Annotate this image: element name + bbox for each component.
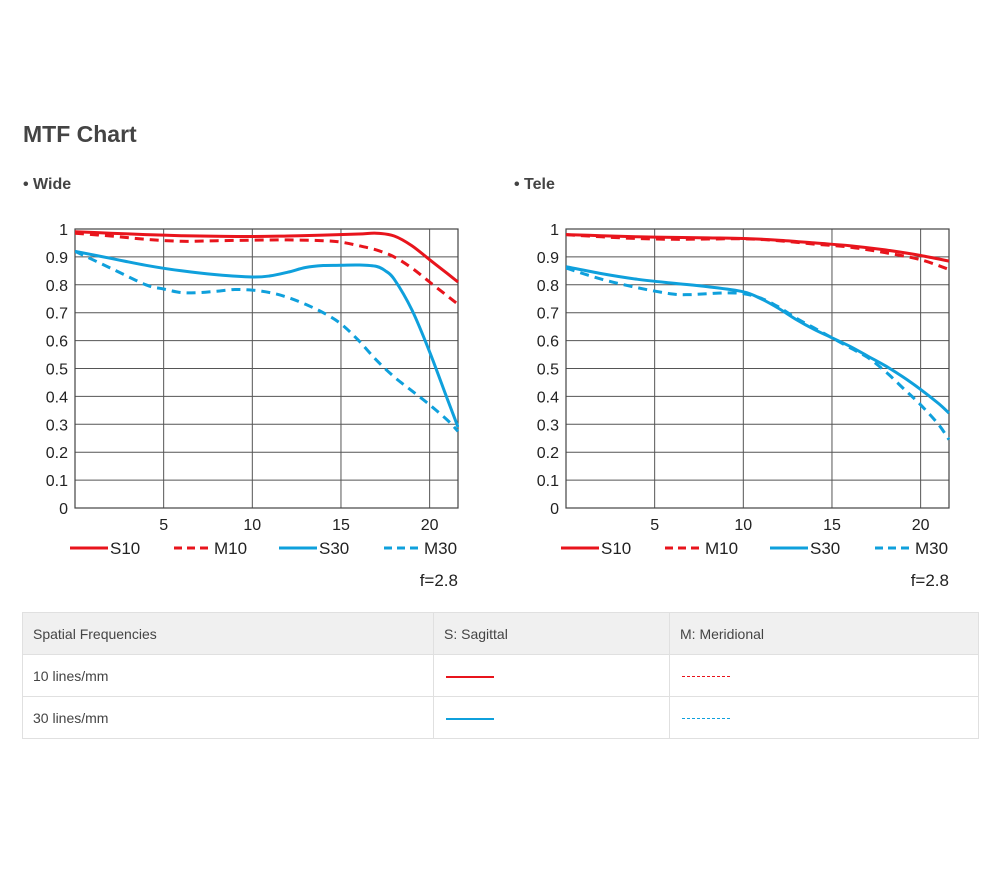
header-meridional: M: Meridional — [669, 612, 979, 655]
tele-x-tick-label: 15 — [823, 517, 841, 534]
wide-series-s30 — [75, 249, 459, 428]
meridional-swatch-cell — [669, 696, 979, 739]
wide-grid — [75, 229, 458, 508]
tele-y-tick-label: 0.7 — [537, 306, 559, 323]
wide-y-tick-label: 0.3 — [46, 417, 68, 434]
meridional-swatch-cell — [669, 654, 979, 697]
row-label: 30 lines/mm — [22, 696, 434, 739]
dashed-line-swatch — [682, 718, 730, 720]
tele-x-tick-label: 20 — [912, 517, 930, 534]
tele-y-tick-label: 0 — [550, 501, 559, 518]
page-title: MTF Chart — [23, 121, 137, 147]
wide-y-tick-label: 0 — [59, 501, 68, 518]
wide-series-s10 — [75, 230, 459, 284]
wide-chart-panel: • Wide 0 0.1 0.2 0.3 0.4 0.5 0.6 0.7 0.8 0.9 1 5 10 1… — [20, 172, 490, 602]
tele-legend-label: M30 — [915, 539, 948, 558]
wide-legend-item-m30: M30 — [384, 539, 457, 558]
wide-aperture-label: f=2.8 — [420, 571, 458, 590]
tele-plot-frame — [565, 228, 950, 509]
wide-y-tick-label: 0.7 — [46, 306, 68, 323]
tele-chart-panel: • Tele 0 0.1 0.2 0.3 0.4 0.5 0.6 0.7 0.8 0.9 1 5 10 1… — [511, 172, 981, 602]
tele-y-tick-label: 0.8 — [537, 278, 559, 295]
table-header-row: Spatial Frequencies S: Sagittal M: Merid… — [22, 612, 979, 655]
table-row: 10 lines/mm — [22, 654, 979, 697]
wide-legend-label: M30 — [424, 539, 457, 558]
wide-y-tick-label: 0.2 — [46, 445, 68, 462]
tele-series-s30 — [566, 265, 950, 415]
solid-line-swatch — [446, 675, 494, 678]
solid-line-swatch — [446, 717, 494, 720]
wide-legend-item-s10: S10 — [70, 539, 140, 558]
tele-legend-item-m30: M30 — [875, 539, 948, 558]
tele-y-tick-label: 0.5 — [537, 362, 559, 379]
row-label: 10 lines/mm — [22, 654, 434, 697]
tele-aperture-label: f=2.8 — [911, 571, 949, 590]
wide-y-tick-label: 0.8 — [46, 278, 68, 295]
wide-y-tick-label: 0.6 — [46, 334, 68, 351]
wide-y-tick-label: 1 — [59, 222, 68, 239]
table-row: 30 lines/mm — [22, 696, 979, 739]
wide-legend-label: S10 — [110, 539, 140, 558]
tele-legend-item-s30: S30 — [770, 539, 840, 558]
wide-chart-title: • Wide — [23, 176, 72, 193]
tele-grid — [566, 229, 949, 508]
tele-y-tick-label: 0.9 — [537, 250, 559, 267]
wide-y-tick-label: 0.4 — [46, 389, 68, 406]
wide-x-tick-label: 15 — [332, 517, 350, 534]
wide-series-m10 — [75, 231, 459, 306]
tele-legend-label: S10 — [601, 539, 631, 558]
wide-y-tick-label: 0.1 — [46, 473, 68, 490]
tele-y-tick-label: 0.2 — [537, 445, 559, 462]
wide-plot-frame — [74, 228, 459, 509]
tele-legend-item-s10: S10 — [561, 539, 631, 558]
tele-y-tick-label: 0.1 — [537, 473, 559, 490]
wide-legend-label: M10 — [214, 539, 247, 558]
sagittal-swatch-cell — [433, 654, 670, 697]
spatial-frequency-legend-table: Spatial Frequencies S: Sagittal M: Merid… — [22, 612, 979, 739]
tele-y-tick-label: 0.3 — [537, 417, 559, 434]
header-sagittal: S: Sagittal — [433, 612, 670, 655]
tele-y-tick-label: 0.6 — [537, 334, 559, 351]
tele-series-m30 — [566, 266, 950, 441]
tele-x-tick-label: 5 — [650, 517, 659, 534]
wide-legend-label: S30 — [319, 539, 349, 558]
tele-y-tick-label: 0.4 — [537, 389, 559, 406]
wide-y-tick-label: 0.5 — [46, 362, 68, 379]
tele-legend-item-m10: M10 — [665, 539, 738, 558]
wide-legend-item-m10: M10 — [174, 539, 247, 558]
tele-y-tick-label: 1 — [550, 222, 559, 239]
dashed-line-swatch — [682, 676, 730, 678]
sagittal-swatch-cell — [433, 696, 670, 739]
wide-x-tick-label: 20 — [421, 517, 439, 534]
tele-legend-label: M10 — [705, 539, 738, 558]
tele-chart-title: • Tele — [514, 176, 555, 193]
tele-legend-label: S30 — [810, 539, 840, 558]
wide-y-tick-label: 0.9 — [46, 250, 68, 267]
wide-legend-item-s30: S30 — [279, 539, 349, 558]
wide-x-tick-label: 5 — [159, 517, 168, 534]
header-spatial-frequencies: Spatial Frequencies — [22, 612, 434, 655]
tele-series-m10 — [566, 233, 950, 271]
tele-x-tick-label: 10 — [734, 517, 752, 534]
wide-series-m30 — [75, 249, 459, 433]
wide-x-tick-label: 10 — [243, 517, 261, 534]
